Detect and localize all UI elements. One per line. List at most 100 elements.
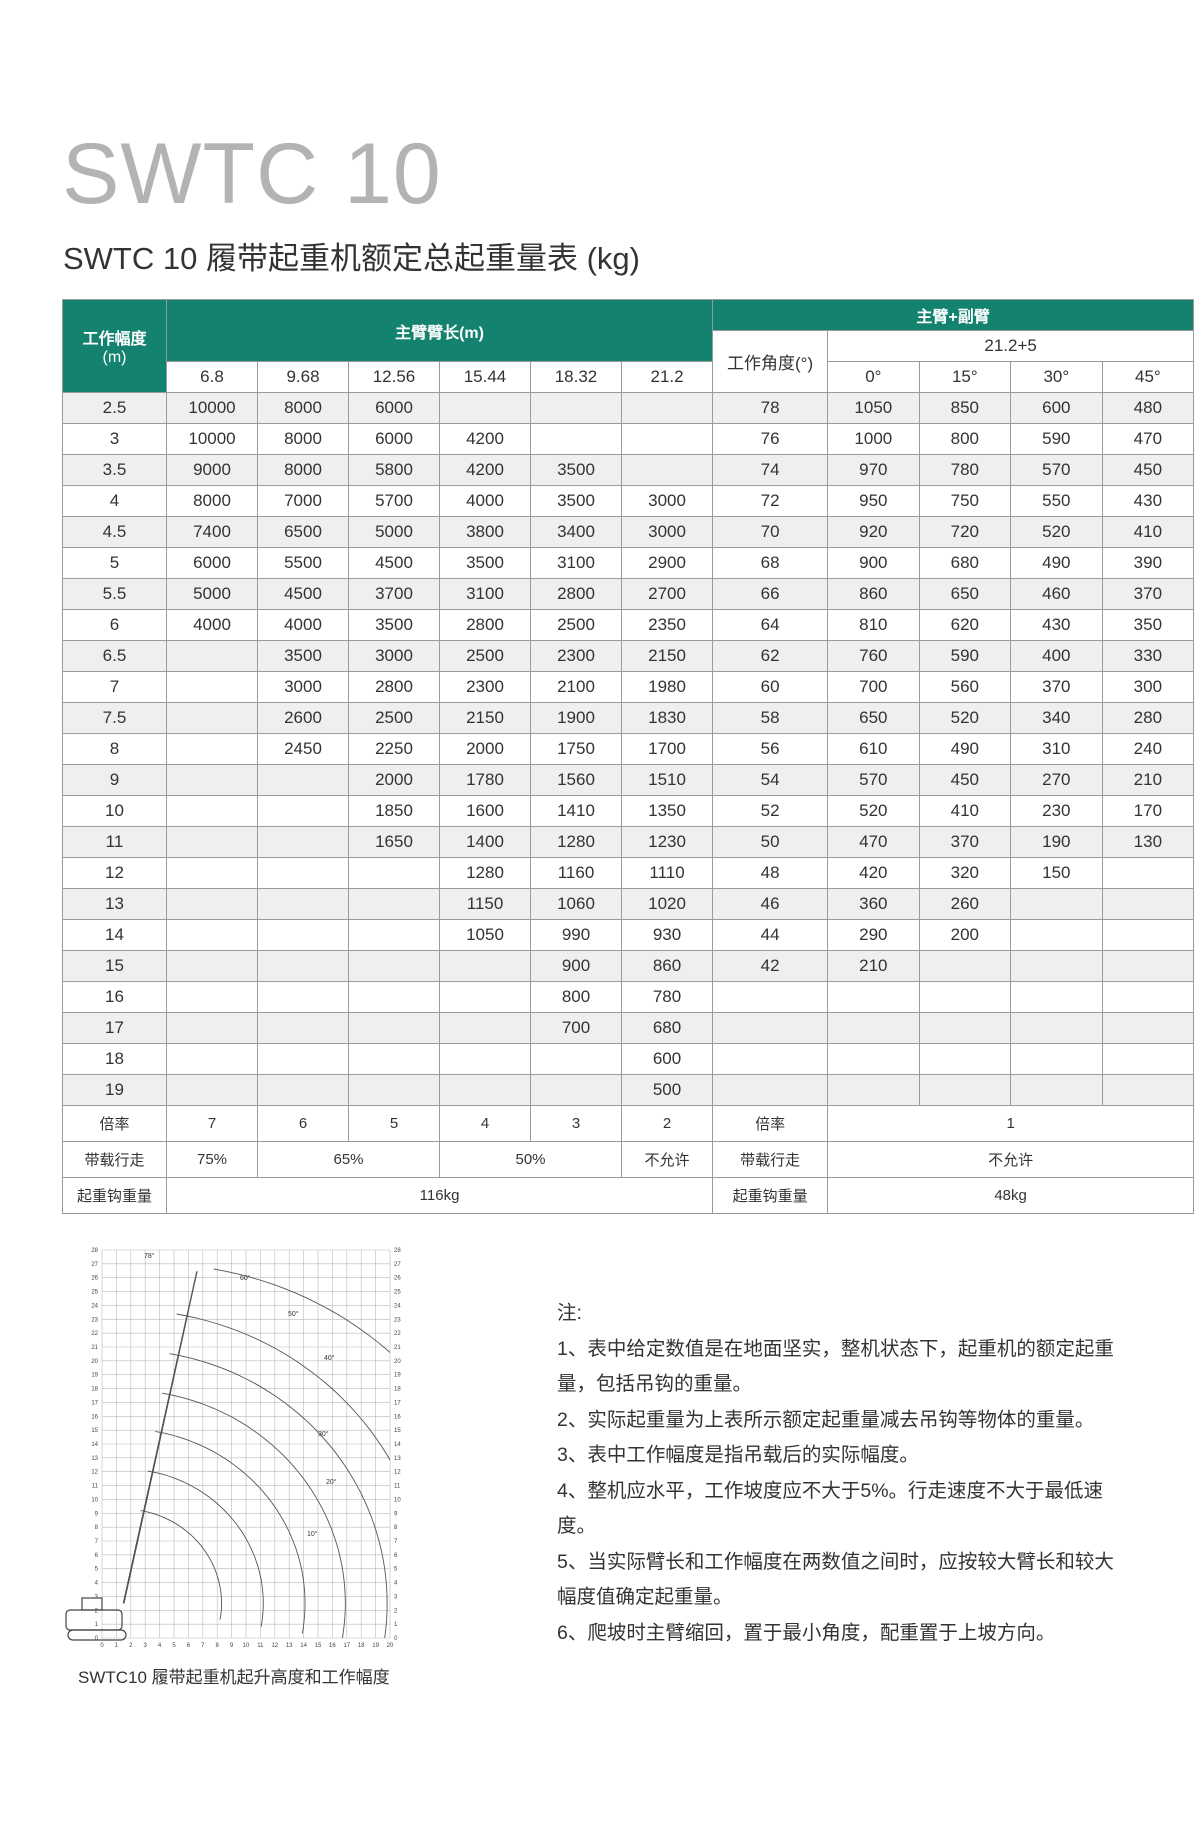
table-cell: 310 <box>1010 733 1103 765</box>
table-row: 12 1280 1160 1110 48 420 320 150 <box>62 857 1195 889</box>
table-cell: 8000 <box>166 485 258 517</box>
table-cell: 12 <box>62 857 167 889</box>
y-tick-label: 8 <box>95 1525 99 1531</box>
x-tick-label: 3 <box>144 1643 148 1649</box>
table-row: 6.5 3500 3000 2500 2300 2150 62 760 590 400 330 <box>62 640 1195 672</box>
table-cell <box>439 392 531 424</box>
table-cell: 2300 <box>530 640 622 672</box>
x-tick-label: 10 <box>243 1643 250 1649</box>
table-cell <box>257 826 349 858</box>
table-cell: 6500 <box>257 516 349 548</box>
table-cell: 1280 <box>439 857 531 889</box>
table-cell: 76 <box>712 423 829 455</box>
note-item: 2、实际起重量为上表所示额定起重量减去吊钩等物体的重量。 <box>557 1408 1095 1431</box>
table-cell: 6 <box>62 609 167 641</box>
table-row: 15 900 860 42 210 <box>62 950 1195 982</box>
table-cell: 390 <box>1101 547 1195 579</box>
table-cell: 52 <box>712 795 829 827</box>
y-tick-label: 17 <box>394 1400 401 1406</box>
table-cell <box>1101 919 1195 951</box>
table-cell: 590 <box>918 640 1012 672</box>
table-cell: 68 <box>712 547 829 579</box>
table-cell <box>712 1043 829 1075</box>
y-tick-label: 11 <box>92 1484 99 1490</box>
table-cell <box>166 795 258 827</box>
table-cell: 14 <box>62 919 167 951</box>
table-cell: 330 <box>1101 640 1195 672</box>
table-cell: 2800 <box>530 578 622 610</box>
table-cell: 460 <box>1010 578 1103 610</box>
y-tick-label: 10 <box>394 1497 401 1503</box>
table-cell: 650 <box>918 578 1012 610</box>
hook-value: 116kg <box>165 1177 714 1214</box>
table-cell: 490 <box>918 733 1012 765</box>
table-cell: 470 <box>1101 423 1195 455</box>
travel-value: 50% <box>439 1141 622 1178</box>
table-cell: 1650 <box>348 826 440 858</box>
ratio-label: 倍率 <box>712 1105 829 1142</box>
table-cell <box>1010 888 1103 920</box>
table-cell: 10000 <box>166 423 258 455</box>
table-cell: 17 <box>62 1012 167 1044</box>
table-cell: 680 <box>918 547 1012 579</box>
table-row: 19 500 <box>62 1074 1195 1106</box>
table-row: 4 8000 7000 5700 4000 3500 3000 72 950 750 550 430 <box>62 485 1195 517</box>
y-tick-label: 7 <box>95 1539 99 1545</box>
model-name: SWTC 10 <box>62 126 442 222</box>
table-cell: 46 <box>712 888 829 920</box>
table-cell: 2700 <box>620 578 714 610</box>
table-cell: 340 <box>1010 702 1103 734</box>
angle-label: 50° <box>288 1310 299 1318</box>
table-cell: 1280 <box>530 826 622 858</box>
table-cell <box>166 950 258 982</box>
table-cell: 370 <box>1101 578 1195 610</box>
ratio-value: 3 <box>530 1105 622 1142</box>
y-tick-label: 22 <box>394 1331 401 1337</box>
table-cell: 2500 <box>439 640 531 672</box>
table-cell <box>166 702 258 734</box>
note-item: 4、整机应水平，工作坡度应不大于5%。行走速度不大于最低速度。 <box>557 1479 1104 1538</box>
table-cell: 1160 <box>530 857 622 889</box>
table-cell: 60 <box>712 671 829 703</box>
table-cell: 2500 <box>348 702 440 734</box>
boom-length: 15.44 <box>439 361 531 393</box>
boom-arc <box>213 1268 390 1354</box>
travel-value: 不允许 <box>620 1141 714 1178</box>
table-cell: 4200 <box>439 423 531 455</box>
ratio-value: 5 <box>348 1105 440 1142</box>
table-cell: 450 <box>918 764 1012 796</box>
table-cell <box>439 1043 531 1075</box>
table-cell <box>918 981 1012 1013</box>
ratio-value: 1 <box>827 1105 1195 1142</box>
table-cell: 4000 <box>257 609 349 641</box>
table-cell: 3500 <box>257 640 349 672</box>
table-cell <box>1010 981 1103 1013</box>
table-cell: 2.5 <box>62 392 167 424</box>
table-cell: 780 <box>918 454 1012 486</box>
table-cell: 8000 <box>257 392 349 424</box>
table-cell: 2800 <box>439 609 531 641</box>
table-cell: 3500 <box>348 609 440 641</box>
table-cell <box>166 919 258 951</box>
y-tick-label: 17 <box>91 1400 98 1406</box>
table-cell: 15 <box>62 950 167 982</box>
table-cell: 10000 <box>166 392 258 424</box>
y-tick-label: 24 <box>394 1303 401 1309</box>
table-cell: 78 <box>712 392 829 424</box>
y-tick-label: 7 <box>394 1539 398 1545</box>
table-cell <box>1010 950 1103 982</box>
x-tick-label: 15 <box>315 1643 322 1649</box>
table-row: 7.5 2600 2500 2150 1900 1830 58 650 520 340 280 <box>62 702 1195 734</box>
table-cell: 1020 <box>620 888 714 920</box>
offset-angle: 0° <box>827 361 920 393</box>
x-tick-label: 1 <box>115 1643 119 1649</box>
y-tick-label: 5 <box>394 1567 398 1573</box>
table-cell: 54 <box>712 764 829 796</box>
table-cell: 930 <box>620 919 714 951</box>
table-cell <box>257 857 349 889</box>
y-tick-label: 26 <box>91 1276 98 1282</box>
table-cell: 620 <box>918 609 1012 641</box>
angle-label: 20° <box>326 1478 337 1486</box>
table-cell <box>712 1074 829 1106</box>
offset-angle: 15° <box>918 361 1012 393</box>
